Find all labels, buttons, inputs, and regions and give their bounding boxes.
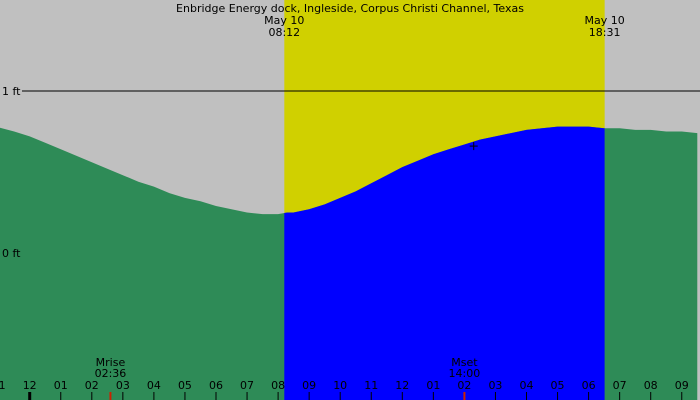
chart-title: Enbridge Energy dock, Ingleside, Corpus … xyxy=(176,2,524,15)
x-tick-label: 02 xyxy=(85,379,99,392)
sunrise-time-label: 08:12 xyxy=(268,26,300,39)
x-tick-label: 08 xyxy=(644,379,658,392)
x-tick-label: 11 xyxy=(0,379,6,392)
x-tick-label: 07 xyxy=(613,379,627,392)
x-tick-label: 05 xyxy=(178,379,192,392)
x-tick-label: 01 xyxy=(54,379,68,392)
x-tick-label: 08 xyxy=(271,379,285,392)
current-position-marker xyxy=(469,142,478,151)
x-tick-label: 12 xyxy=(23,379,37,392)
x-tick-label: 02 xyxy=(457,379,471,392)
x-tick-label: 03 xyxy=(488,379,502,392)
x-axis-ticks: 11 12 01 02 03 04 05 06 07 08 09 10 11 12 01 02 03 04 05 06… xyxy=(0,379,689,400)
x-tick-label: 03 xyxy=(116,379,130,392)
x-tick-label: 10 xyxy=(333,379,347,392)
moon-window-area xyxy=(284,126,605,400)
x-tick-label: 12 xyxy=(395,379,409,392)
x-tick-label: 06 xyxy=(582,379,596,392)
moonrise-time-label: 02:36 xyxy=(95,367,127,380)
x-tick-label: 04 xyxy=(520,379,534,392)
y-label: 0 ft xyxy=(2,247,21,260)
x-tick-label: 09 xyxy=(302,379,316,392)
x-tick-label: 09 xyxy=(675,379,689,392)
sunset-date-label: May 10 xyxy=(585,14,625,27)
x-tick-label: 04 xyxy=(147,379,161,392)
x-tick-label: 06 xyxy=(209,379,223,392)
moonset-label: Mset xyxy=(451,356,478,369)
x-tick-label: 01 xyxy=(426,379,440,392)
moonrise-label: Mrise xyxy=(96,356,126,369)
moonset-time-label: 14:00 xyxy=(449,367,481,380)
x-tick-label: 07 xyxy=(240,379,254,392)
sunset-time-label: 18:31 xyxy=(589,26,621,39)
y-axis-labels: 1 ft 0 ft xyxy=(2,85,21,260)
sunrise-date-label: May 10 xyxy=(264,14,304,27)
x-tick-label: 11 xyxy=(364,379,378,392)
y-label: 1 ft xyxy=(2,85,21,98)
x-tick-label: 05 xyxy=(551,379,565,392)
